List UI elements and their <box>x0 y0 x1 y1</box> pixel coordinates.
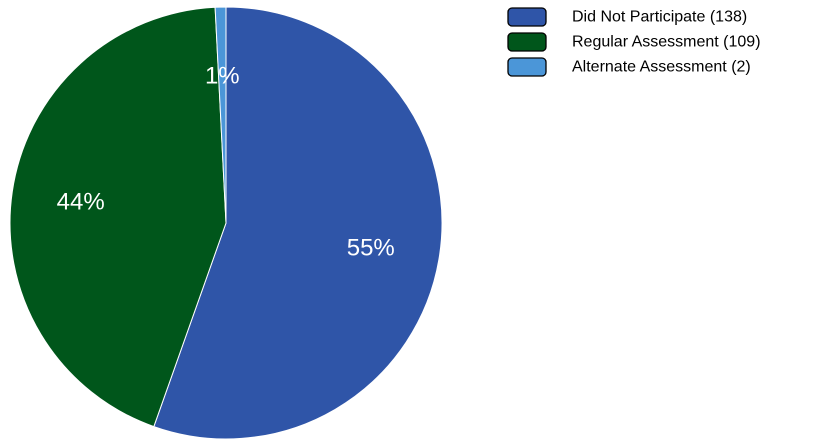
pie-slice-regular-assessment <box>9 6 227 428</box>
pie-slice-did-not-participate <box>153 6 443 439</box>
pie-slices <box>9 6 443 439</box>
legend: Did Not Participate (138) Regular Assessm… <box>507 7 761 77</box>
legend-label-regular-assessment: Regular Assessment (109) <box>572 34 761 51</box>
legend-label-did-not-participate: Did Not Participate (138) <box>572 9 747 26</box>
legend-swatch-regular-assessment <box>507 32 547 52</box>
legend-label-alternate-assessment: Alternate Assessment (2) <box>572 59 751 76</box>
pie-slice-label-did-not-participate: 55% <box>347 234 395 261</box>
pie-slice-label-regular-assessment: 44% <box>57 188 105 215</box>
pie-slice-alternate-assessment <box>214 6 227 224</box>
legend-swatch-did-not-participate <box>507 7 547 27</box>
pie-slice-label-alternate-assessment: 1% <box>205 63 240 90</box>
legend-swatch-alternate-assessment <box>507 57 547 77</box>
pie-slice-labels: 55% 44% 1% <box>57 63 395 262</box>
